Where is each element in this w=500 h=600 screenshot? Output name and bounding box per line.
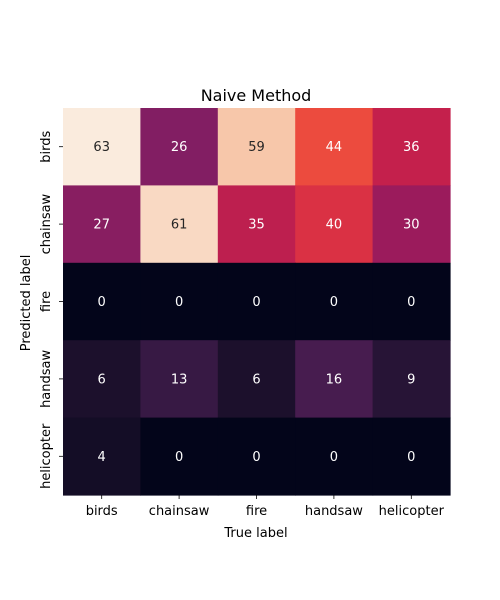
cell-value-label-3-4: 9 [407, 372, 415, 387]
y-axis: birds chainsaw fire handsaw helicopter [39, 130, 63, 489]
cell-value-label-3-1: 13 [171, 372, 188, 387]
heatmap-cell-2-3 [295, 262, 374, 341]
cell-value-label-2-3: 0 [330, 295, 338, 310]
heatmap-cell-2-2 [217, 262, 296, 341]
cell-value-label-4-1: 0 [175, 450, 183, 465]
cell-value-label-3-3: 16 [326, 372, 343, 387]
cell-value-label-4-4: 0 [407, 450, 415, 465]
heatmap-cell-0-1 [140, 108, 219, 186]
cell-value-label-3-2: 6 [252, 372, 260, 387]
cell-value-label-4-2: 0 [252, 450, 260, 465]
x-tick-label-2: fire [246, 504, 267, 519]
heatmap-cell-4-4 [372, 417, 451, 496]
heatmap-cell-0-3 [295, 108, 374, 186]
cell-value-label-2-2: 0 [252, 295, 260, 310]
heatmap-cell-4-3 [295, 417, 374, 496]
heatmap-cell-1-4 [372, 185, 451, 264]
x-axis-label: True label [223, 526, 287, 541]
cell-value-label-2-4: 0 [407, 295, 415, 310]
cell-value-label-2-0: 0 [98, 295, 106, 310]
cell-value-label-4-0: 4 [98, 450, 106, 465]
heatmap-cell-4-0 [63, 417, 141, 496]
y-tick-label-2: fire [39, 291, 54, 312]
heatmap-cell-3-4 [372, 340, 451, 419]
cell-value-label-2-1: 0 [175, 295, 183, 310]
heatmap-cell-4-2 [217, 417, 296, 496]
cell-value-label-1-4: 30 [403, 218, 420, 233]
heatmap-cells [63, 108, 451, 496]
y-tick-label-3: handsaw [39, 350, 54, 408]
heatmap-cell-3-2 [217, 340, 296, 419]
cell-value-label-3-0: 6 [98, 372, 106, 387]
cell-value-label-0-2: 59 [248, 140, 265, 155]
heatmap-cell-1-0 [63, 185, 141, 264]
chart-title: Naive Method [201, 86, 312, 105]
y-tick-label-0: birds [39, 130, 54, 162]
heatmap-cell-2-0 [63, 262, 141, 341]
y-tick-label-1: chainsaw [39, 193, 54, 254]
cell-value-label-0-4: 36 [403, 140, 420, 155]
x-tick-label-3: handsaw [305, 504, 363, 519]
heatmap-cell-2-1 [140, 262, 219, 341]
x-axis: birds chainsaw fire handsaw helicopter [86, 495, 445, 519]
cell-value-label-1-3: 40 [326, 218, 343, 233]
cell-value-label-0-1: 26 [171, 140, 188, 155]
y-tick-label-4: helicopter [39, 423, 54, 489]
heatmap-cell-1-2 [217, 185, 296, 264]
x-tick-label-4: helicopter [379, 504, 445, 519]
heatmap-cell-3-0 [63, 340, 141, 419]
cell-value-label-4-3: 0 [330, 450, 338, 465]
cell-value-label-0-0: 63 [93, 140, 110, 155]
heatmap-cell-2-4 [372, 262, 451, 341]
cell-value-label-1-1: 61 [171, 218, 188, 233]
heatmap-cell-0-2 [217, 108, 296, 186]
x-tick-label-0: birds [86, 504, 118, 519]
heatmap-cell-4-1 [140, 417, 219, 496]
cell-value-label-0-3: 44 [326, 140, 343, 155]
heatmap-cell-1-3 [295, 185, 374, 264]
heatmap-cell-0-0 [63, 108, 141, 186]
y-axis-label: Predicted label [19, 255, 34, 352]
heatmap-cell-1-1 [140, 185, 219, 264]
cell-value-label-1-2: 35 [248, 218, 265, 233]
heatmap-cell-0-4 [372, 108, 451, 186]
heatmap-cell-3-1 [140, 340, 219, 419]
heatmap-cell-3-3 [295, 340, 374, 419]
cell-value-label-1-0: 27 [93, 218, 110, 233]
x-tick-label-1: chainsaw [149, 504, 210, 519]
